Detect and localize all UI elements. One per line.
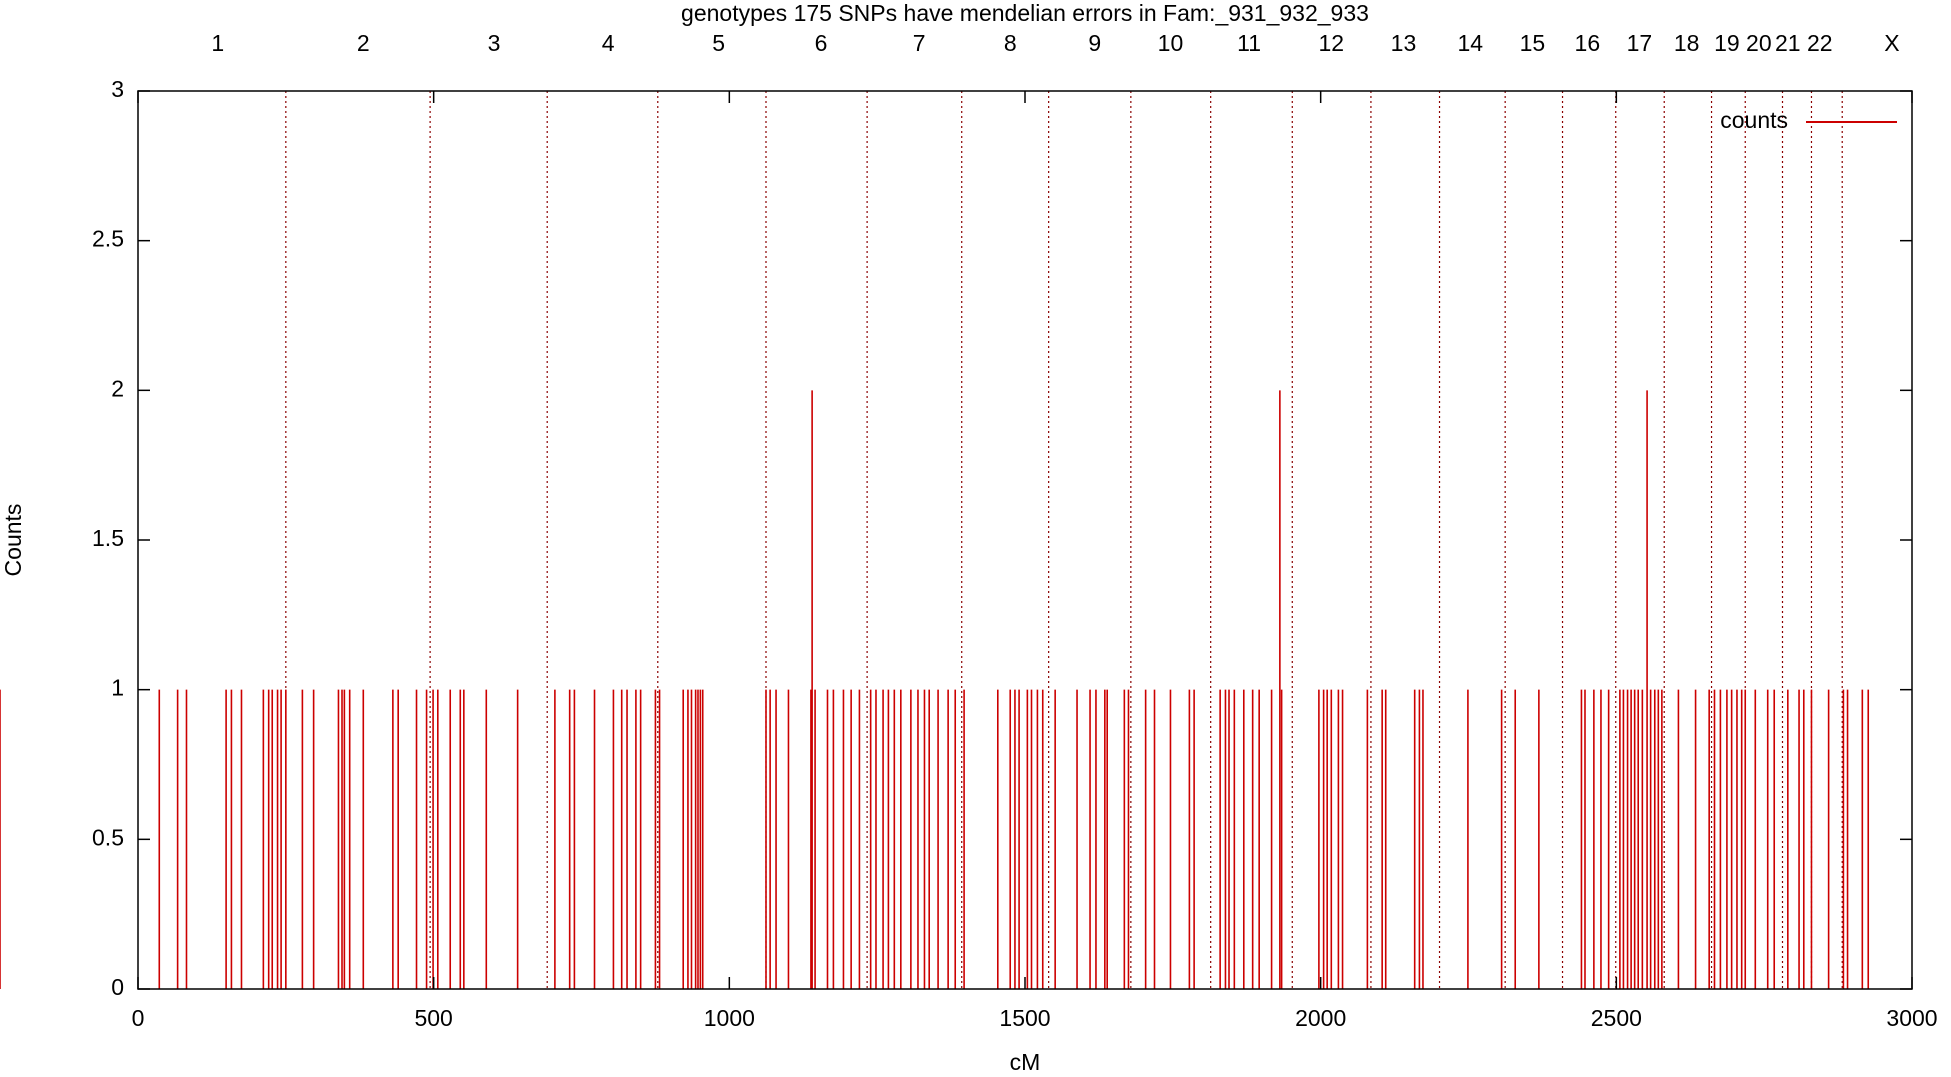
- x2-tick-label: 13: [1391, 30, 1417, 56]
- x2-tick-label: 16: [1575, 30, 1601, 56]
- x2-tick-label: 19: [1714, 30, 1740, 56]
- y-axis-label: Counts: [0, 504, 26, 577]
- x-tick-label: 1500: [999, 1005, 1050, 1031]
- legend-label: counts: [1720, 107, 1788, 133]
- y-tick-label: 0.5: [92, 824, 124, 850]
- x-tick-label: 2000: [1295, 1005, 1346, 1031]
- x2-tick-label: 6: [815, 30, 828, 56]
- x-tick-label: 0: [132, 1005, 145, 1031]
- x-tick-label: 3000: [1886, 1005, 1937, 1031]
- x2-tick-label: 11: [1237, 30, 1261, 56]
- x2-tick-label: 10: [1158, 30, 1184, 56]
- x2-tick-label: 21: [1775, 30, 1801, 56]
- x2-tick-label: 4: [602, 30, 615, 56]
- y-tick-label: 1.5: [92, 525, 124, 551]
- x2-tick-label: 5: [712, 30, 725, 56]
- x2-tick-label: X: [1884, 30, 1899, 56]
- x2-tick-label: 12: [1319, 30, 1345, 56]
- x2-tick-label: 20: [1746, 30, 1772, 56]
- y-tick-label: 3: [111, 76, 124, 102]
- y-tick-label: 2: [111, 375, 124, 401]
- x-tick-label: 1000: [704, 1005, 755, 1031]
- x-tick-label: 500: [414, 1005, 452, 1031]
- x2-tick-label: 14: [1457, 30, 1483, 56]
- chart-title: genotypes 175 SNPs have mendelian errors…: [681, 0, 1369, 26]
- x2-tick-label: 1: [211, 30, 224, 56]
- x-axis-label: cM: [1010, 1049, 1041, 1075]
- x-tick-label: 2500: [1591, 1005, 1642, 1031]
- x2-tick-label: 9: [1088, 30, 1101, 56]
- y-tick-label: 2.5: [92, 226, 124, 252]
- plot-frame: [137, 90, 1913, 990]
- x2-tick-label: 7: [913, 30, 926, 56]
- y-tick-label: 0: [111, 974, 124, 1000]
- x2-tick-label: 2: [357, 30, 370, 56]
- x2-tick-label: 17: [1627, 30, 1653, 56]
- x2-tick-label: 18: [1674, 30, 1700, 56]
- x2-tick-label: 8: [1004, 30, 1017, 56]
- x2-tick-label: 22: [1807, 30, 1833, 56]
- x2-tick-label: 15: [1520, 30, 1546, 56]
- x2-tick-label: 3: [488, 30, 501, 56]
- y-tick-label: 1: [111, 675, 124, 701]
